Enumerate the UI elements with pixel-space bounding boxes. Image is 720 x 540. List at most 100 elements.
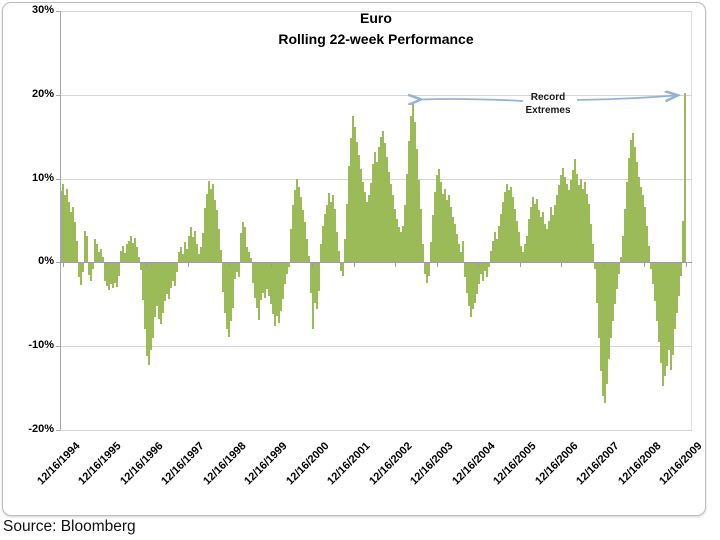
x-axis-tick xyxy=(312,262,313,268)
annotation-record-extremes: Record Extremes xyxy=(503,91,593,117)
plot-area xyxy=(60,11,692,431)
bar xyxy=(646,225,648,263)
bar xyxy=(672,262,674,355)
bar xyxy=(640,186,642,263)
bar xyxy=(560,175,562,263)
bar xyxy=(390,183,392,263)
bar xyxy=(128,240,130,263)
x-axis-tick xyxy=(395,262,396,268)
bar xyxy=(540,217,542,263)
annotation-line2: Extremes xyxy=(525,105,571,116)
bar xyxy=(96,243,98,263)
bar xyxy=(408,140,410,263)
bar xyxy=(490,250,492,263)
y-axis-label: -20% xyxy=(28,423,54,435)
bar xyxy=(500,213,502,263)
bar xyxy=(250,258,252,263)
bar xyxy=(136,247,138,263)
bar xyxy=(344,238,346,263)
bar xyxy=(68,202,70,263)
bar xyxy=(248,252,250,263)
bar xyxy=(116,262,118,287)
bar xyxy=(638,176,640,263)
bar xyxy=(376,161,378,263)
chart-title: Euro Rolling 22-week Performance xyxy=(60,8,692,50)
x-axis-tick xyxy=(187,262,189,268)
bar xyxy=(322,225,324,263)
bar xyxy=(438,168,440,263)
bar xyxy=(534,203,536,263)
bar xyxy=(242,222,244,263)
bar xyxy=(556,195,558,263)
bar xyxy=(516,220,518,263)
bar xyxy=(402,225,404,263)
bar xyxy=(106,262,108,286)
bar xyxy=(364,192,366,263)
bar xyxy=(354,126,356,263)
bar xyxy=(548,220,550,263)
bar xyxy=(654,262,656,301)
bar xyxy=(282,262,284,300)
bar xyxy=(386,156,388,263)
bar xyxy=(574,159,576,263)
bar xyxy=(62,184,64,263)
bar xyxy=(670,262,672,370)
bar xyxy=(352,115,354,263)
bar xyxy=(302,210,304,263)
bar xyxy=(436,175,438,263)
gridline xyxy=(60,11,692,12)
y-axis-line xyxy=(60,11,61,430)
bar xyxy=(296,179,298,263)
bar xyxy=(412,103,414,263)
bar xyxy=(682,220,684,263)
bar xyxy=(84,230,86,263)
bar xyxy=(144,262,146,330)
bar xyxy=(244,227,246,263)
y-axis-tick xyxy=(56,94,60,96)
x-axis-tick xyxy=(519,262,521,268)
bar xyxy=(374,151,376,263)
bar xyxy=(368,195,370,263)
y-axis-label: 20% xyxy=(31,87,54,100)
bar xyxy=(150,262,152,351)
bar xyxy=(64,195,66,263)
bar xyxy=(204,207,206,263)
bar xyxy=(342,262,344,276)
bar xyxy=(318,262,320,291)
bar xyxy=(220,249,222,263)
bar xyxy=(674,262,676,330)
x-axis-label: 12/16/2000 xyxy=(284,440,332,488)
bar xyxy=(426,262,428,283)
y-axis-tick xyxy=(56,11,60,12)
bar xyxy=(420,208,422,263)
bar xyxy=(120,250,122,263)
bar xyxy=(378,146,380,263)
bar xyxy=(108,262,110,291)
bar xyxy=(188,235,190,263)
bar xyxy=(622,235,624,263)
x-axis-tick xyxy=(644,262,645,268)
bar xyxy=(496,238,498,263)
bar xyxy=(494,232,496,263)
bar xyxy=(504,192,506,263)
x-axis-tick xyxy=(229,262,230,268)
bar xyxy=(642,195,644,263)
x-axis-label: 12/16/2002 xyxy=(367,440,415,488)
y-axis-label: 0% xyxy=(38,255,54,268)
x-axis-tick xyxy=(436,262,438,268)
bar xyxy=(584,181,586,263)
bar xyxy=(118,262,120,276)
bar xyxy=(428,262,430,276)
bar xyxy=(134,238,136,263)
bar xyxy=(648,245,650,263)
bar xyxy=(522,252,524,263)
x-axis-tick xyxy=(602,262,604,268)
bar xyxy=(666,262,668,367)
x-axis-label: 12/16/2009 xyxy=(657,440,705,488)
bar xyxy=(396,218,398,263)
bar xyxy=(184,242,186,263)
bar xyxy=(366,202,368,263)
bar xyxy=(602,262,604,397)
bar xyxy=(384,143,386,263)
bar xyxy=(90,262,92,281)
